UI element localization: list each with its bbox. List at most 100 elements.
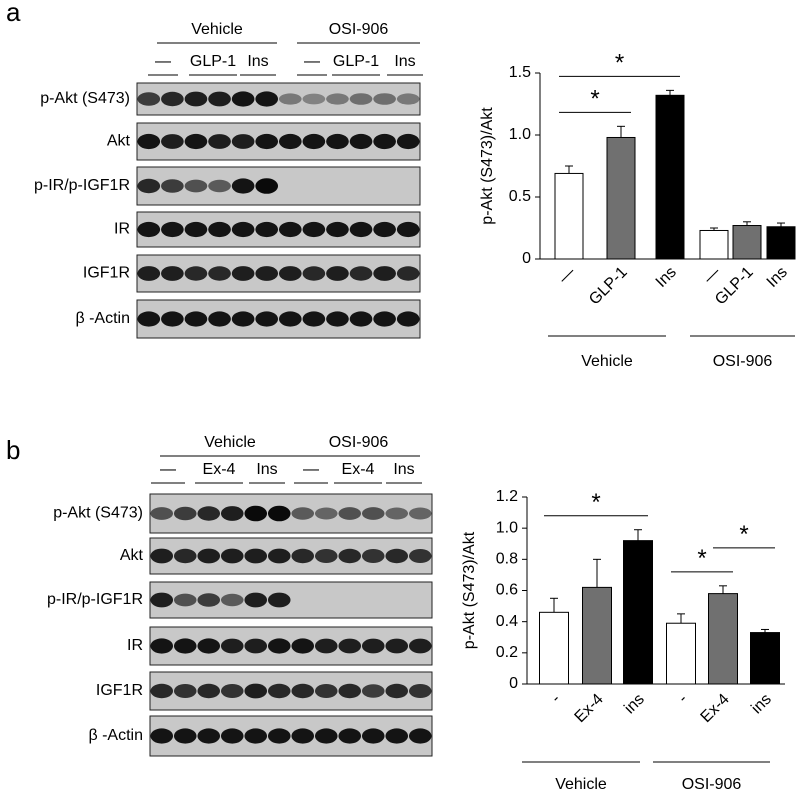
blot-band xyxy=(231,311,255,327)
y-tick-label: 0 xyxy=(509,675,518,692)
blot-band xyxy=(173,638,197,654)
row-label: p-Akt (S473) xyxy=(53,505,143,522)
row-label: p-Akt (S473) xyxy=(40,90,130,107)
bar xyxy=(708,593,738,685)
blot-band xyxy=(267,548,291,564)
blot-strip xyxy=(149,671,433,711)
blot-band xyxy=(349,133,373,150)
row-label: IR xyxy=(127,637,143,654)
blot-strip xyxy=(136,299,421,339)
blot-band xyxy=(137,266,161,281)
blot-band xyxy=(326,221,349,238)
group-label: OSI-906 xyxy=(329,21,389,38)
blot-strip xyxy=(136,254,421,293)
treatment-label: — xyxy=(160,461,176,478)
blot-strip xyxy=(149,581,433,619)
blot-band xyxy=(208,179,231,193)
blot-band xyxy=(208,266,231,281)
blot-band xyxy=(197,506,221,521)
row-label: p-IR/p-IGF1R xyxy=(47,591,143,608)
blot-band xyxy=(231,178,255,194)
blot-strip xyxy=(149,493,433,534)
blot-band xyxy=(197,728,221,744)
blot-band xyxy=(408,638,432,654)
treatment-label: GLP-1 xyxy=(333,53,379,70)
x-tick-label: GLP-1 xyxy=(712,264,757,309)
blot-band xyxy=(173,506,197,521)
bar xyxy=(606,136,636,260)
treatment-label: GLP-1 xyxy=(190,53,236,70)
x-tick-label: GLP-1 xyxy=(586,264,631,309)
blot-band xyxy=(137,92,161,106)
blot-band xyxy=(184,91,208,107)
blot-band xyxy=(408,549,432,563)
y-tick-label: 0.5 xyxy=(509,188,531,205)
blot-band xyxy=(150,638,174,654)
blot-band xyxy=(361,728,385,744)
row-label: IGF1R xyxy=(96,682,143,699)
treatment-label: Ex-4 xyxy=(203,461,236,478)
significance-star: * xyxy=(697,545,706,572)
blot-band xyxy=(385,548,409,564)
blot-band xyxy=(278,266,302,281)
group-label: OSI-906 xyxy=(682,776,742,792)
bar xyxy=(554,172,584,260)
blot-band xyxy=(385,507,409,520)
blot-band xyxy=(291,507,315,520)
blot-band xyxy=(302,93,326,105)
treatment-label: Ins xyxy=(393,461,414,478)
bar xyxy=(750,632,780,685)
row-label: IGF1R xyxy=(83,265,130,282)
x-tick-label: ins xyxy=(621,691,647,717)
x-tick-label: Ex-4 xyxy=(572,691,607,726)
blot-band xyxy=(173,593,197,607)
blot-band xyxy=(302,133,326,150)
bar xyxy=(732,225,762,260)
blot-band xyxy=(184,179,208,193)
blot-band xyxy=(231,266,255,281)
treatment-label: — xyxy=(303,461,319,478)
blot-strip xyxy=(149,715,433,757)
blot-band xyxy=(220,506,244,521)
row-label: IR xyxy=(114,221,130,238)
blot-band xyxy=(184,133,208,150)
blot-band xyxy=(314,684,338,698)
significance-star: * xyxy=(591,489,600,516)
y-tick-label: 0.6 xyxy=(496,582,518,599)
blot-band xyxy=(197,548,221,564)
blot-band xyxy=(184,221,208,238)
blot-band xyxy=(244,638,268,654)
group-label: Vehicle xyxy=(204,434,256,451)
blot-band xyxy=(255,178,279,194)
blot-band xyxy=(396,93,420,105)
blot-band xyxy=(278,311,302,327)
y-axis-title: p-Akt (S473)/Akt xyxy=(461,531,478,649)
blot-band xyxy=(338,548,362,564)
blot-band xyxy=(385,683,409,699)
blot-band xyxy=(150,592,174,608)
blot-band xyxy=(231,91,255,107)
blot-band xyxy=(150,683,174,699)
blot-band xyxy=(267,592,291,608)
blot-strip xyxy=(136,122,421,161)
blot-strip xyxy=(136,166,421,206)
blot-strip xyxy=(149,537,433,575)
blot-band xyxy=(161,311,184,327)
blot-band xyxy=(244,548,268,564)
blot-band xyxy=(278,221,302,238)
y-tick-label: 0.8 xyxy=(496,551,518,568)
blot-band xyxy=(267,728,291,744)
y-tick-label: 1.0 xyxy=(496,519,518,536)
blot-band xyxy=(373,133,396,150)
x-tick-label: — xyxy=(700,264,723,287)
blot-band xyxy=(314,549,338,563)
blot-band xyxy=(267,505,291,522)
blot-band xyxy=(184,266,208,281)
y-tick-label: 1.2 xyxy=(496,488,518,505)
blot-band xyxy=(396,221,420,238)
blot-band xyxy=(408,728,432,744)
x-tick-label: - xyxy=(675,691,691,707)
treatment-label: Ins xyxy=(256,461,277,478)
significance-star: * xyxy=(590,86,599,113)
